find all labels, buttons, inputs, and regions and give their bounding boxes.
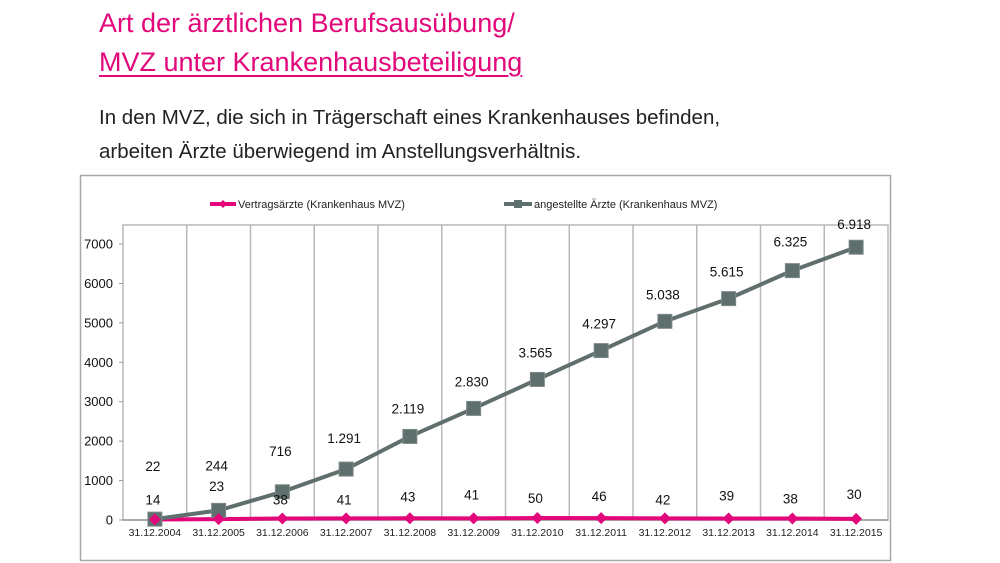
y-tick-label: 3000 <box>84 394 113 409</box>
data-point-diamond <box>595 512 608 525</box>
y-tick-label: 1000 <box>84 473 113 488</box>
y-tick-label: 0 <box>106 513 113 528</box>
data-label-vertragsaerzte: 46 <box>592 489 607 504</box>
data-label-angestellte-aerzte: 6.918 <box>837 217 871 232</box>
chart-frame <box>79 174 892 562</box>
data-point-diamond <box>786 512 799 525</box>
data-point-diamond <box>658 512 671 525</box>
y-tick-label: 5000 <box>84 315 113 330</box>
data-point-square <box>784 263 800 279</box>
page-title-line-1: Art der ärztlichen Berufsausübung/ <box>99 8 515 38</box>
x-tick-label: 31.12.2015 <box>830 527 883 539</box>
data-point-square <box>402 428 418 444</box>
data-point-diamond <box>403 512 416 525</box>
data-label-angestellte-aerzte: 1.291 <box>327 431 361 446</box>
x-tick-label: 31.12.2009 <box>447 527 500 539</box>
data-point-square <box>274 484 290 500</box>
data-point-diamond <box>340 512 353 525</box>
data-labels: 22 244 716 1.291 2.119 2.830 3.565 4.297 5.038 5.… <box>145 217 871 507</box>
y-tick-label: 4000 <box>84 355 113 370</box>
data-point-diamond <box>722 512 735 525</box>
x-tick-label: 31.12.2011 <box>575 527 627 539</box>
chart-legend: Vertragsärzte (Krankenhaus MVZ) angestell… <box>210 199 717 211</box>
data-point-diamond <box>531 512 544 525</box>
data-point-square <box>721 291 737 307</box>
x-tick-label: 31.12.2005 <box>192 527 245 539</box>
x-axis: 31.12.2004 31.12.2005 31.12.2006 31.12.2007… <box>129 527 883 539</box>
legend-marker-square <box>514 200 522 208</box>
data-label-vertragsaerzte: 42 <box>655 492 670 507</box>
data-point-diamond <box>467 512 480 525</box>
data-label-angestellte-aerzte: 5.615 <box>710 265 744 280</box>
data-point-square <box>529 371 545 387</box>
x-tick-label: 31.12.2008 <box>384 527 437 539</box>
subtitle-line-2: arbeiten Ärzte überwiegend im Anstellung… <box>99 140 582 163</box>
x-tick-label: 31.12.2010 <box>511 527 564 539</box>
y-tick-label: 2000 <box>84 434 113 449</box>
data-label-vertragsaerzte: 41 <box>337 492 352 507</box>
data-point-diamond <box>276 512 289 525</box>
legend-label-vertragsaerzte: Vertragsärzte (Krankenhaus MVZ) <box>238 199 405 211</box>
data-point-diamond <box>212 513 225 526</box>
data-label-angestellte-aerzte: 22 <box>145 459 160 474</box>
data-point-square <box>338 461 354 477</box>
data-label-angestellte-aerzte: 3.565 <box>518 345 552 360</box>
data-label-angestellte-aerzte: 6.325 <box>773 235 807 250</box>
data-label-vertragsaerzte: 39 <box>719 488 734 503</box>
data-label-vertragsaerzte: 14 <box>145 492 161 507</box>
data-point-diamond <box>850 512 863 525</box>
chart-series <box>147 239 864 527</box>
series-line-angestellte-aerzte <box>154 245 857 522</box>
data-label-vertragsaerzte: 41 <box>464 487 479 502</box>
data-label-vertragsaerzte: 23 <box>209 479 224 494</box>
data-point-square <box>466 400 482 416</box>
data-label-angestellte-aerzte: 2.119 <box>391 401 424 416</box>
data-label-vertragsaerzte: 38 <box>273 493 288 508</box>
data-label-vertragsaerzte: 38 <box>783 492 798 507</box>
data-label-angestellte-aerzte: 2.830 <box>455 374 489 389</box>
y-tick-label: 6000 <box>84 276 113 291</box>
data-label-vertragsaerzte: 30 <box>847 487 862 502</box>
x-tick-label: 31.12.2006 <box>256 527 309 539</box>
x-tick-label: 31.12.2014 <box>766 527 819 539</box>
x-tick-label: 31.12.2012 <box>639 527 692 539</box>
y-axis: 0 1000 2000 3000 4000 5000 6000 7000 <box>84 237 123 528</box>
data-label-angestellte-aerzte: 5.038 <box>646 287 680 302</box>
data-point-diamond <box>148 513 161 526</box>
data-label-angestellte-aerzte: 244 <box>205 458 228 473</box>
data-point-square <box>848 239 864 255</box>
data-label-angestellte-aerzte: 716 <box>269 444 292 459</box>
subtitle-line-1: In den MVZ, die sich in Trägerschaft ein… <box>99 106 721 129</box>
data-point-square <box>657 313 673 329</box>
legend-label-angestellte-aerzte: angestellte Ärzte (Krankenhaus MVZ) <box>534 199 717 211</box>
data-label-vertragsaerzte: 43 <box>400 489 415 504</box>
data-label-vertragsaerzte: 50 <box>528 491 543 506</box>
x-tick-label: 31.12.2013 <box>702 527 755 539</box>
y-tick-label: 7000 <box>84 237 113 252</box>
data-label-angestellte-aerzte: 4.297 <box>582 317 616 332</box>
data-point-square <box>593 343 609 359</box>
series-line-vertragsaerzte <box>154 516 857 522</box>
page-title-line-2: MVZ unter Krankenhausbeteiligung <box>99 47 523 77</box>
x-tick-label: 31.12.2007 <box>320 527 373 539</box>
x-tick-label: 31.12.2004 <box>129 527 182 539</box>
legend-marker-diamond <box>219 200 227 208</box>
